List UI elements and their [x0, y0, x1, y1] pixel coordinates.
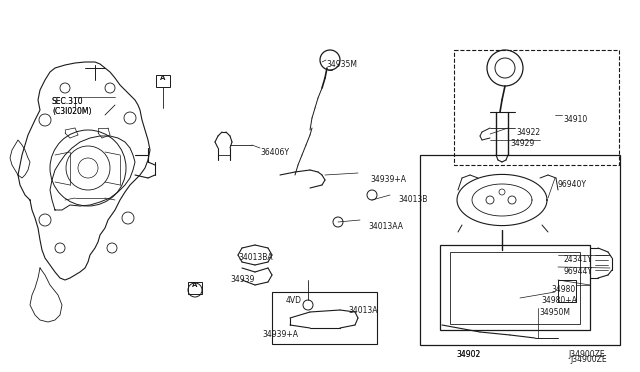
Bar — [188, 282, 202, 294]
Text: 34980+A: 34980+A — [541, 296, 577, 305]
Text: 36406Y: 36406Y — [260, 148, 289, 157]
Text: 34939+A: 34939+A — [370, 175, 406, 184]
Bar — [272, 292, 377, 344]
Bar — [420, 155, 620, 345]
Text: 34939+A: 34939+A — [262, 330, 298, 339]
Bar — [440, 245, 590, 330]
Text: SEC.310: SEC.310 — [52, 97, 84, 106]
Text: 34935M: 34935M — [326, 60, 357, 69]
Text: A: A — [160, 75, 166, 81]
Text: 24341Y: 24341Y — [563, 255, 592, 264]
Text: A: A — [192, 282, 198, 288]
Text: 96944Y: 96944Y — [563, 267, 592, 276]
Text: 34929: 34929 — [510, 139, 534, 148]
Text: 34902: 34902 — [456, 350, 480, 359]
Text: 96940Y: 96940Y — [557, 180, 586, 189]
Text: 34902: 34902 — [456, 350, 480, 359]
Text: SEC.310: SEC.310 — [52, 97, 84, 106]
Text: 34013BA: 34013BA — [238, 253, 273, 262]
Text: 34980: 34980 — [551, 285, 575, 294]
Text: J34900ZE: J34900ZE — [568, 350, 605, 359]
Text: 34922: 34922 — [516, 128, 540, 137]
Text: J34900ZE: J34900ZE — [570, 355, 607, 364]
Bar — [450, 252, 580, 324]
Text: 4VD: 4VD — [286, 296, 302, 305]
Text: (C3I020M): (C3I020M) — [52, 107, 92, 116]
Bar — [558, 280, 576, 302]
Bar — [454, 50, 619, 165]
Text: 34939: 34939 — [230, 275, 254, 284]
Text: 34013AA: 34013AA — [368, 222, 403, 231]
Text: 34910: 34910 — [563, 115, 588, 124]
Text: 34013A: 34013A — [348, 306, 378, 315]
Text: 34013B: 34013B — [398, 195, 428, 204]
Bar — [156, 75, 170, 87]
Text: 34950M: 34950M — [539, 308, 570, 317]
Text: (C3I020M): (C3I020M) — [52, 107, 92, 116]
